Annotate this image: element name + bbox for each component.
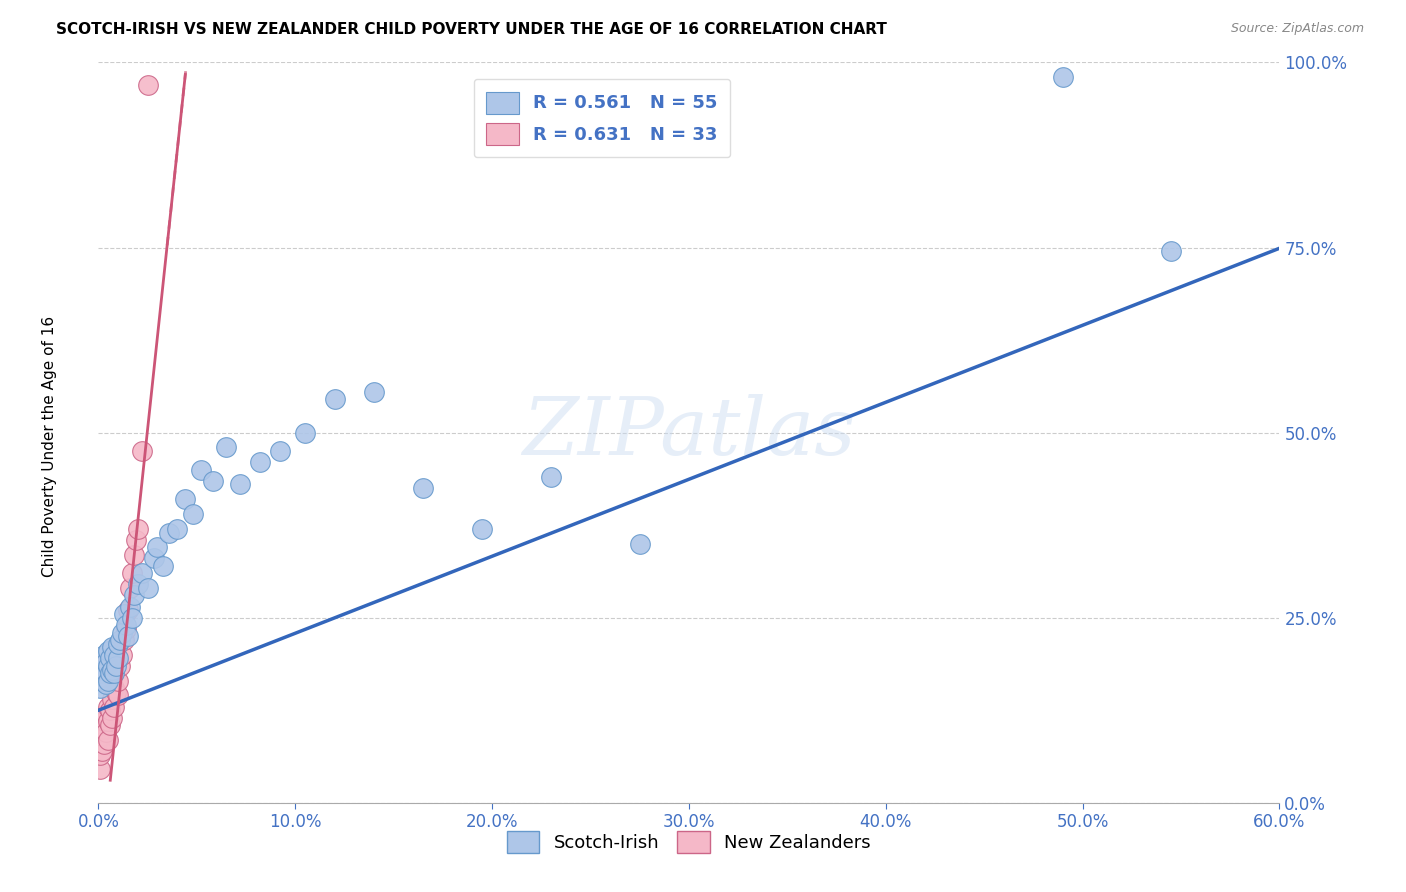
Point	[112, 607, 135, 621]
Point	[142, 551, 165, 566]
Legend: Scotch-Irish, New Zealanders: Scotch-Irish, New Zealanders	[499, 824, 879, 861]
Point	[122, 548, 145, 562]
Point	[540, 470, 562, 484]
Point	[107, 689, 129, 703]
Point	[91, 651, 114, 665]
Point	[136, 78, 159, 92]
Point	[108, 632, 131, 647]
Point	[97, 714, 120, 729]
Point	[105, 658, 128, 673]
Point	[97, 658, 120, 673]
Point	[89, 763, 111, 777]
Point	[323, 392, 346, 407]
Point	[93, 663, 115, 677]
Point	[122, 589, 145, 603]
Point	[103, 699, 125, 714]
Point	[181, 507, 204, 521]
Point	[101, 663, 124, 677]
Point	[107, 637, 129, 651]
Point	[108, 658, 131, 673]
Point	[103, 648, 125, 662]
Point	[107, 651, 129, 665]
Point	[103, 666, 125, 681]
Point	[412, 481, 434, 495]
Point	[363, 384, 385, 399]
Point	[174, 492, 197, 507]
Point	[111, 625, 134, 640]
Point	[131, 566, 153, 581]
Point	[96, 706, 118, 721]
Point	[89, 681, 111, 695]
Point	[101, 692, 124, 706]
Point	[131, 444, 153, 458]
Point	[96, 677, 118, 691]
Point	[157, 525, 180, 540]
Point	[97, 699, 120, 714]
Point	[118, 599, 141, 614]
Point	[97, 644, 120, 658]
Point	[103, 681, 125, 695]
Point	[89, 747, 111, 762]
Point	[96, 655, 118, 669]
Point	[111, 648, 134, 662]
Point	[112, 632, 135, 647]
Text: SCOTCH-IRISH VS NEW ZEALANDER CHILD POVERTY UNDER THE AGE OF 16 CORRELATION CHAR: SCOTCH-IRISH VS NEW ZEALANDER CHILD POVE…	[56, 22, 887, 37]
Point	[105, 685, 128, 699]
Point	[249, 455, 271, 469]
Text: ZIPatlas: ZIPatlas	[522, 394, 856, 471]
Point	[117, 629, 139, 643]
Point	[115, 622, 138, 636]
Point	[121, 610, 143, 624]
Point	[152, 558, 174, 573]
Point	[101, 711, 124, 725]
Point	[101, 640, 124, 655]
Point	[294, 425, 316, 440]
Point	[91, 744, 114, 758]
Point	[91, 729, 114, 743]
Point	[97, 673, 120, 688]
Point	[127, 577, 149, 591]
Point	[93, 670, 115, 684]
Point	[117, 603, 139, 617]
Point	[127, 522, 149, 536]
Point	[89, 658, 111, 673]
Text: Child Poverty Under the Age of 16: Child Poverty Under the Age of 16	[42, 316, 56, 576]
Point	[98, 718, 121, 732]
Point	[93, 714, 115, 729]
Point	[98, 651, 121, 665]
Point	[125, 533, 148, 547]
Point	[96, 725, 118, 739]
Point	[93, 737, 115, 751]
Point	[115, 618, 138, 632]
Point	[97, 732, 120, 747]
Point	[215, 441, 238, 455]
Point	[471, 522, 494, 536]
Point	[166, 522, 188, 536]
Point	[107, 673, 129, 688]
Point	[136, 581, 159, 595]
Point	[190, 462, 212, 476]
Point	[98, 666, 121, 681]
Point	[146, 541, 169, 555]
Text: Source: ZipAtlas.com: Source: ZipAtlas.com	[1230, 22, 1364, 36]
Point	[93, 648, 115, 662]
Point	[201, 474, 224, 488]
Point	[628, 536, 651, 550]
Point	[118, 581, 141, 595]
Point	[93, 722, 115, 736]
Point	[98, 703, 121, 717]
Point	[1160, 244, 1182, 259]
Point	[91, 666, 114, 681]
Point	[91, 673, 114, 688]
Point	[121, 566, 143, 581]
Point	[1052, 70, 1074, 85]
Point	[269, 444, 291, 458]
Point	[229, 477, 252, 491]
